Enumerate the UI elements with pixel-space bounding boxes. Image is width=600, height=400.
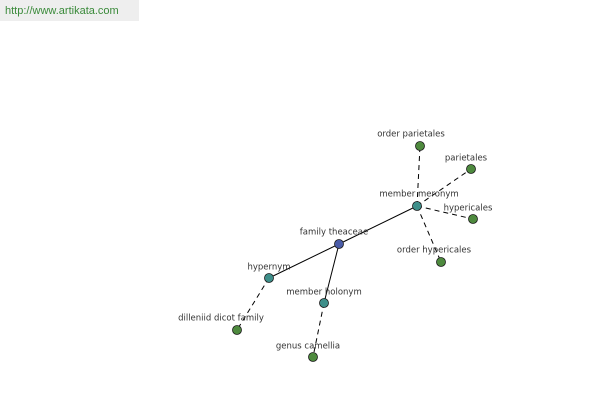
site-url[interactable]: http://www.artikata.com bbox=[5, 5, 119, 17]
node[interactable] bbox=[412, 201, 422, 211]
node[interactable] bbox=[468, 214, 478, 224]
node[interactable] bbox=[264, 273, 274, 283]
edge bbox=[268, 243, 340, 279]
node-label[interactable]: member meronym bbox=[379, 190, 458, 200]
nodes: family theaceae hypernym member holonym mem… bbox=[178, 130, 493, 362]
edges bbox=[236, 145, 474, 358]
node-label[interactable]: genus camellia bbox=[276, 342, 340, 352]
dashed-edge bbox=[416, 205, 474, 220]
dashed-edge bbox=[236, 277, 270, 331]
edge bbox=[338, 205, 418, 245]
node[interactable] bbox=[334, 239, 344, 249]
node-label[interactable]: hypernym bbox=[247, 263, 290, 273]
node[interactable] bbox=[415, 141, 425, 151]
dashed-edge bbox=[416, 205, 442, 263]
node-label[interactable]: family theaceae bbox=[300, 228, 368, 238]
node-label[interactable]: hypericales bbox=[444, 204, 493, 214]
node-label[interactable]: dilleniid dicot family bbox=[178, 314, 264, 324]
node-label[interactable]: parietales bbox=[445, 154, 488, 164]
node[interactable] bbox=[308, 352, 318, 362]
node[interactable] bbox=[436, 257, 446, 267]
dashed-edge bbox=[416, 145, 421, 207]
node[interactable] bbox=[466, 164, 476, 174]
node[interactable] bbox=[319, 298, 329, 308]
node-label[interactable]: member holonym bbox=[286, 288, 361, 298]
header-bar bbox=[0, 0, 139, 21]
node-label[interactable]: order hypericales bbox=[397, 246, 472, 256]
node-label[interactable]: order parietales bbox=[377, 130, 445, 140]
dashed-edge bbox=[416, 168, 472, 207]
edge bbox=[323, 243, 340, 304]
node[interactable] bbox=[232, 325, 242, 335]
dashed-edge bbox=[312, 302, 325, 358]
